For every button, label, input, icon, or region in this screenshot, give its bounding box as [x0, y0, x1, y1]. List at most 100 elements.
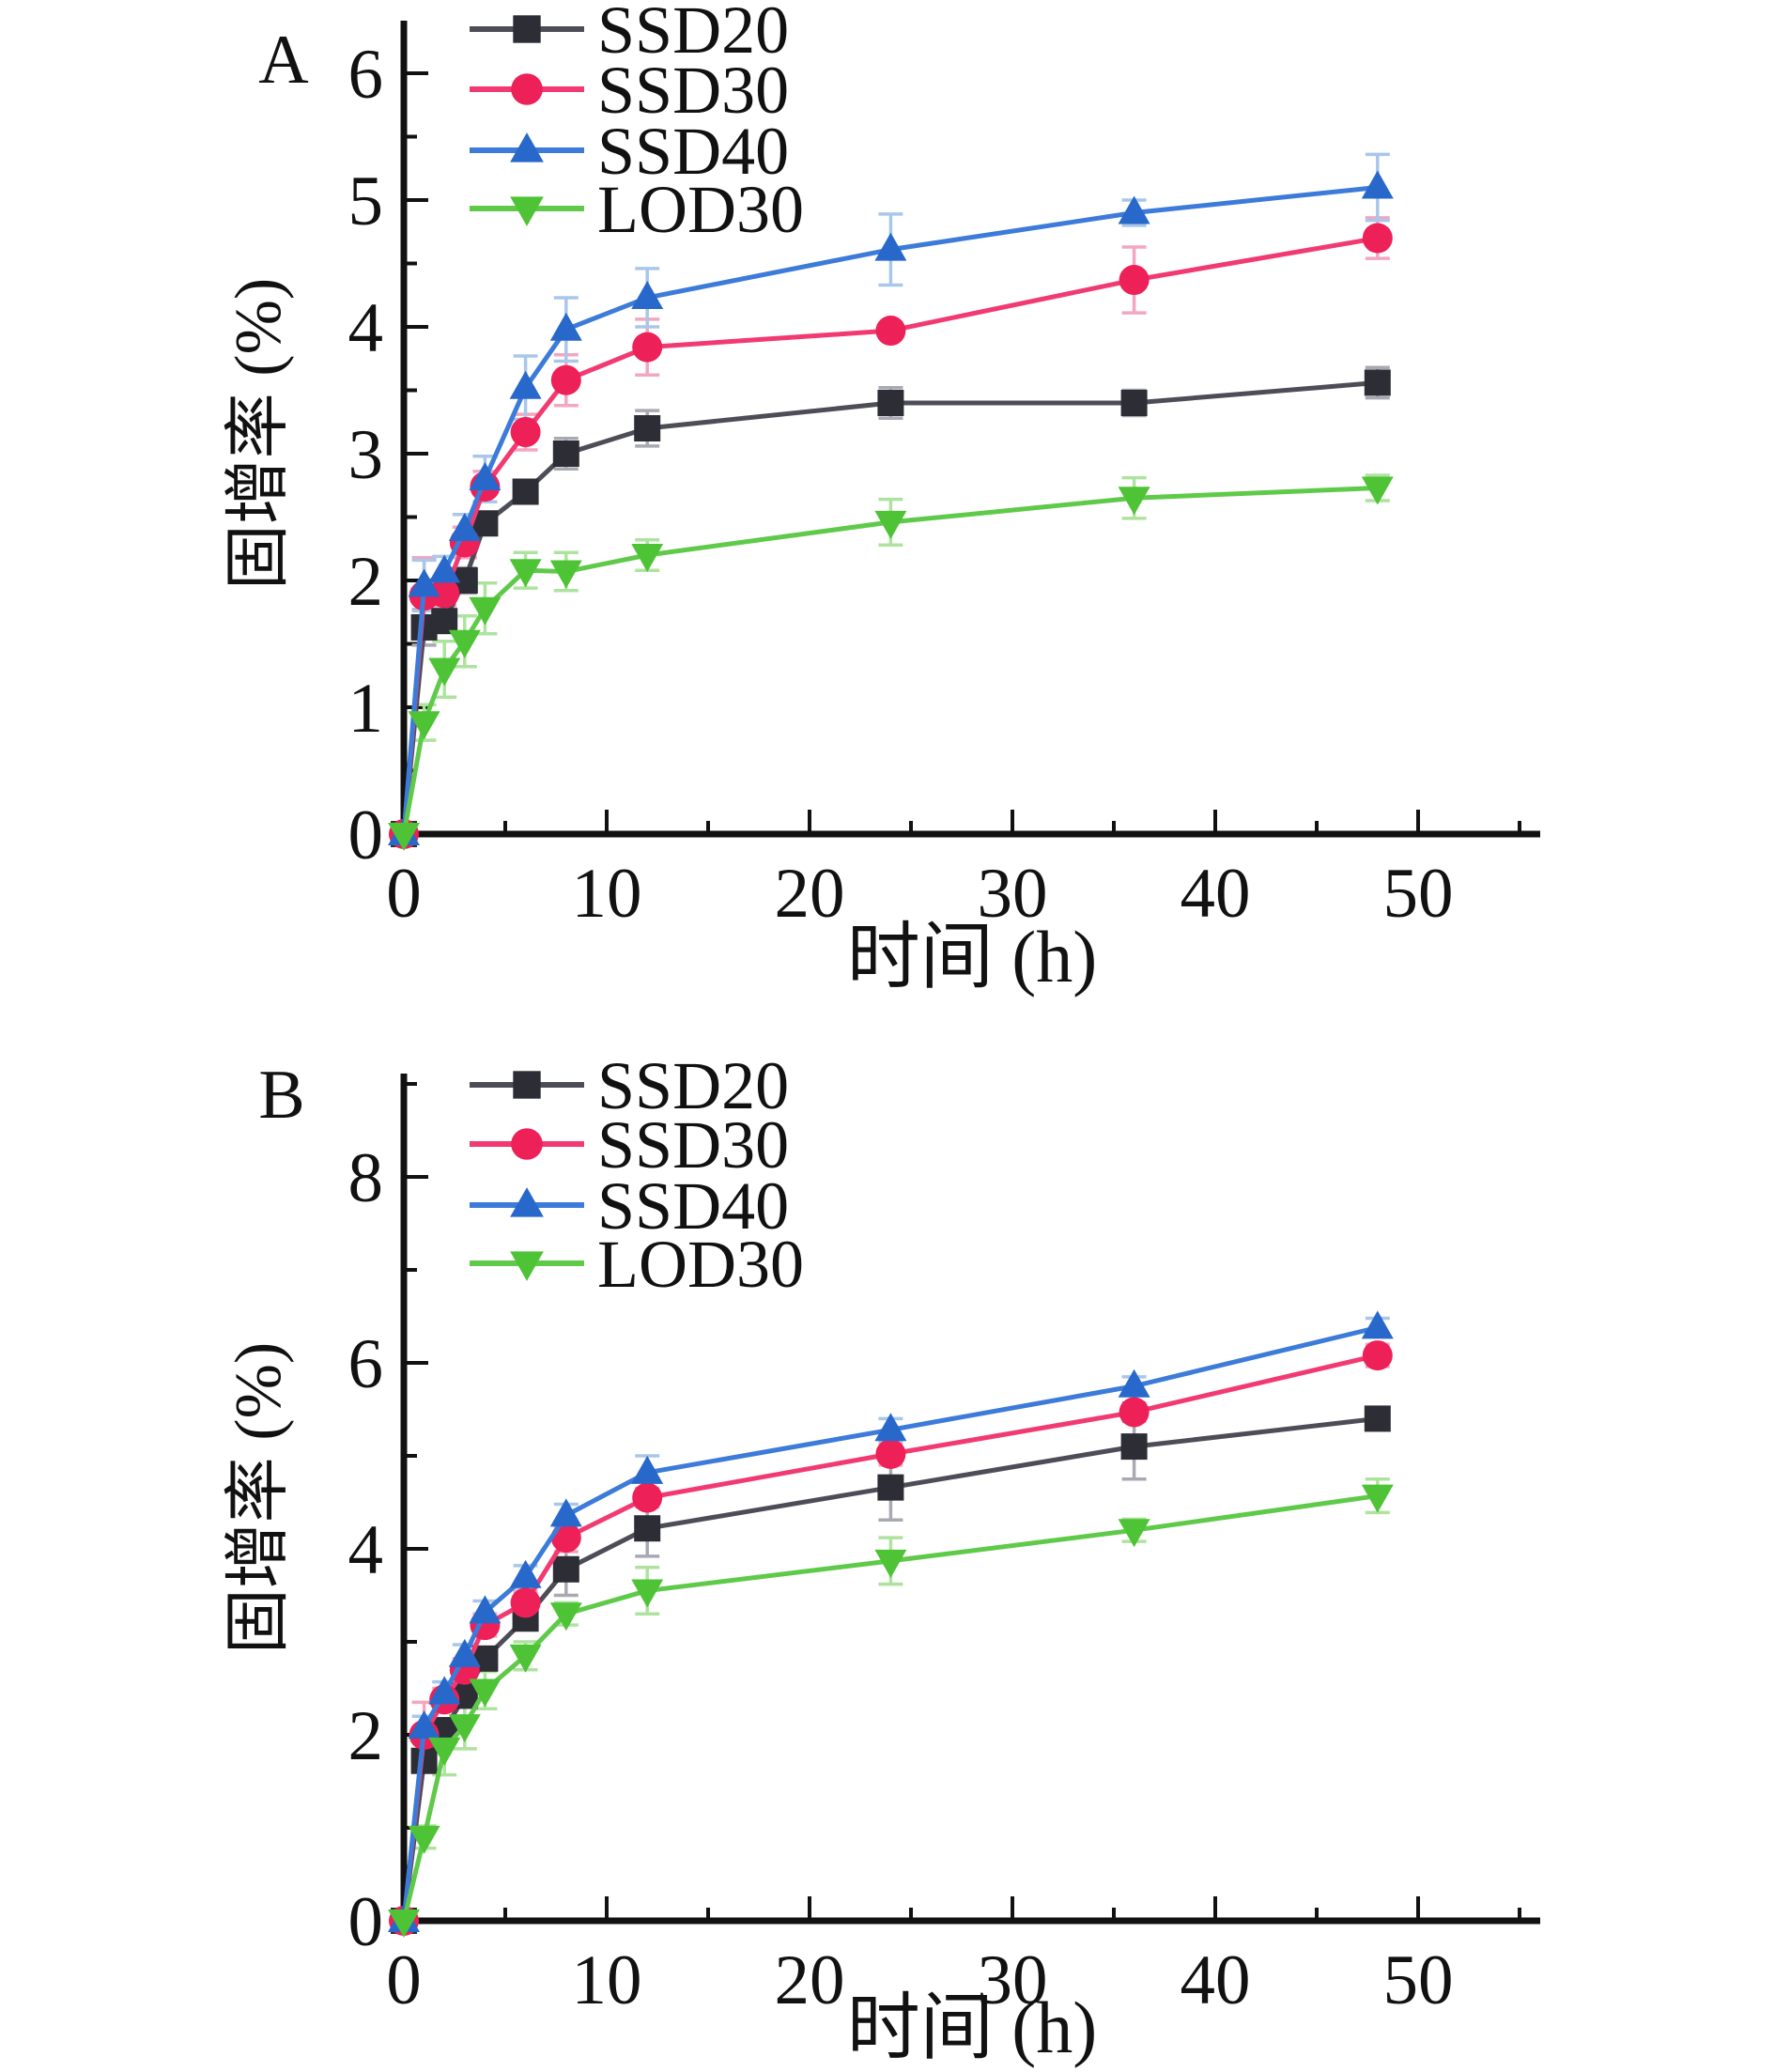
series-lod30-markers	[388, 476, 1394, 851]
y-axis-label: 固增率 (%)	[223, 278, 295, 590]
marker-square	[877, 1474, 904, 1501]
series-ssd20-markers	[391, 1405, 1391, 1934]
marker-triangle-up	[549, 312, 582, 341]
marker-triangle-up	[874, 1413, 907, 1442]
marker-triangle-up	[510, 1187, 544, 1217]
x-tick-label: 20	[775, 855, 845, 933]
marker-triangle-up	[1118, 1368, 1150, 1398]
marker-circle	[1362, 1340, 1393, 1371]
x-tick-label: 40	[1181, 855, 1251, 933]
marker-circle	[429, 578, 460, 609]
marker-circle	[1119, 265, 1150, 296]
marker-triangle-down	[388, 1910, 420, 1938]
marker-square	[634, 1515, 661, 1542]
y-tick-label: 2	[348, 1697, 384, 1775]
marker-triangle-up	[469, 462, 502, 490]
marker-square	[1364, 369, 1391, 396]
marker-circle	[510, 1587, 541, 1618]
marker-triangle-up	[469, 1595, 502, 1624]
marker-triangle-down	[388, 823, 420, 851]
marker-triangle-up	[874, 232, 907, 261]
marker-triangle-down	[469, 596, 502, 626]
chart-panel-a: 0 10 20 30 40 50 0 1 2 3 4 5 6 时间 (h) 固增率 (%) A SSD20 SSD…	[223, 0, 1540, 997]
y-tick-label: 8	[348, 1139, 384, 1217]
y-tick-label: 4	[348, 289, 384, 367]
marker-circle	[550, 364, 581, 395]
marker-triangle-down	[408, 711, 440, 740]
series-ssd20-markers	[391, 369, 1391, 847]
legend-label: SSD40	[597, 114, 789, 189]
marker-triangle-up	[428, 1676, 461, 1705]
marker-square	[1120, 390, 1148, 416]
marker-triangle-up	[1118, 195, 1150, 224]
y-tick-label: 3	[348, 416, 384, 494]
x-axis-label: 时间 (h)	[847, 916, 1097, 997]
marker-circle	[511, 73, 543, 105]
legend-label: SSD30	[597, 1107, 789, 1183]
x-tick-label: 10	[572, 1941, 642, 2019]
marker-triangle-down	[428, 657, 461, 687]
marker-triangle-down	[509, 559, 542, 588]
marker-circle	[511, 1128, 543, 1160]
marker-triangle-up	[549, 1498, 582, 1527]
marker-square	[431, 608, 458, 635]
legend-label: LOD30	[597, 1227, 804, 1302]
y-tick-label: 2	[348, 543, 384, 621]
marker-square	[877, 390, 904, 416]
marker-triangle-down	[510, 196, 544, 226]
marker-triangle-up	[509, 370, 542, 399]
marker-triangle-up	[631, 1455, 664, 1484]
marker-triangle-down	[428, 1737, 461, 1766]
marker-square	[512, 478, 539, 505]
marker-triangle-down	[510, 1251, 544, 1281]
marker-triangle-up	[448, 1638, 481, 1667]
y-tick-label: 6	[348, 1325, 384, 1403]
marker-triangle-up	[428, 554, 461, 583]
marker-triangle-up	[448, 513, 481, 541]
x-axis-label: 时间 (h)	[847, 1987, 1097, 2068]
y-tick-label: 4	[348, 1511, 384, 1589]
y-tick-label: 0	[348, 796, 384, 874]
x-tick-label: 50	[1383, 1941, 1454, 2019]
chart-b-canvas: 0 10 20 30 40 50 0 2 4 6 8 时间 (h) 固增率 (%) B SSD20SSD30…	[223, 1048, 1540, 2068]
y-tick-label: 5	[348, 162, 384, 240]
marker-square	[513, 15, 541, 43]
y-tick-label: 1	[348, 670, 384, 748]
marker-triangle-down	[1118, 1519, 1150, 1548]
series-lod30-markers	[388, 1484, 1394, 1938]
panel-letter: A	[258, 22, 308, 99]
x-tick-label: 40	[1181, 1941, 1251, 2019]
marker-triangle-down	[1361, 1484, 1394, 1513]
chart-panel-b: 0 10 20 30 40 50 0 2 4 6 8 时间 (h) 固增率 (%) B SSD20 SSD30…	[0, 1036, 1775, 2072]
marker-square	[552, 1555, 579, 1583]
marker-circle	[875, 1439, 906, 1470]
panel-letter: B	[258, 1057, 304, 1134]
marker-square	[634, 415, 661, 441]
marker-triangle-up	[631, 280, 664, 309]
x-tick-label: 0	[386, 855, 422, 933]
y-axis-label: 固增率 (%)	[223, 1342, 295, 1654]
series-ssd40-markers	[388, 1310, 1394, 1932]
marker-triangle-down	[509, 1644, 542, 1673]
marker-triangle-down	[631, 1579, 664, 1608]
marker-triangle-down	[549, 560, 582, 589]
series-ssd20-line	[401, 379, 1379, 835]
marker-circle	[510, 417, 541, 448]
marker-triangle-down	[1361, 476, 1394, 505]
marker-triangle-down	[408, 1825, 440, 1854]
marker-triangle-up	[408, 568, 440, 597]
marker-circle	[875, 316, 906, 347]
marker-triangle-down	[874, 510, 907, 539]
x-tick-label: 20	[775, 1941, 845, 2019]
y-tick-label: 0	[348, 1883, 384, 1961]
marker-triangle-up	[1361, 1310, 1394, 1339]
marker-triangle-down	[448, 629, 481, 658]
y-tick-label: 6	[348, 36, 384, 114]
marker-triangle-down	[448, 1714, 481, 1743]
marker-triangle-down	[631, 544, 664, 572]
x-tick-label: 50	[1383, 855, 1454, 933]
